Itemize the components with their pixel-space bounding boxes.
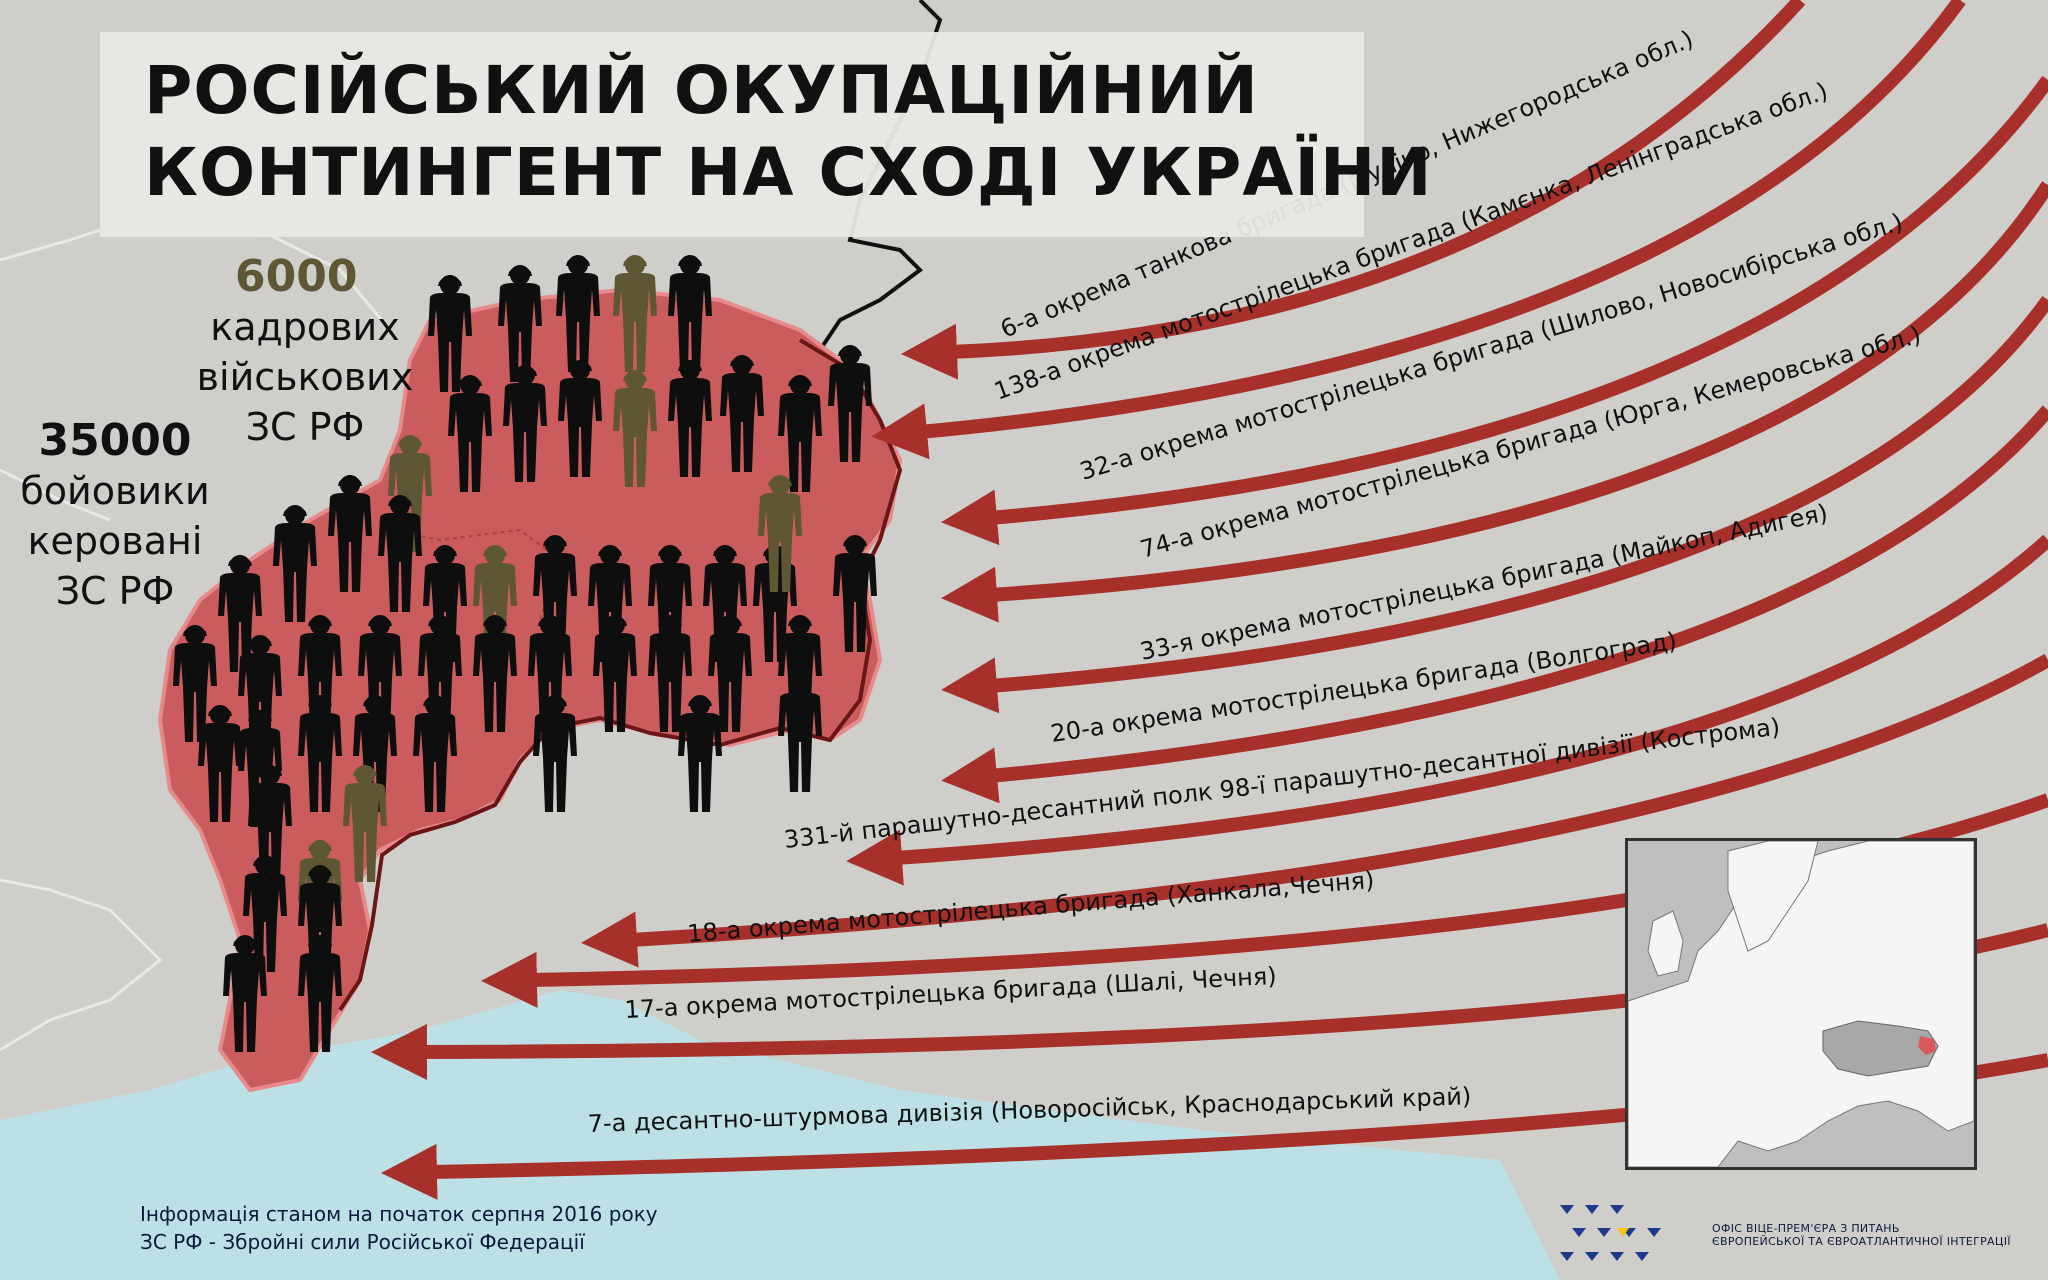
unit-arrow bbox=[941, 75, 2048, 546]
footer-line-1: Інформація станом на початок серпня 2016… bbox=[140, 1202, 658, 1226]
unit-arrow bbox=[581, 653, 2048, 968]
unit-arrow bbox=[941, 405, 2048, 804]
stat-militants-number: 35000 bbox=[38, 415, 192, 466]
title-panel: РОСІЙСЬКИЙ ОКУПАЦІЙНИЙ КОНТИНГЕНТ НА СХО… bbox=[100, 32, 1432, 237]
occupied-donbas-inset bbox=[1918, 1036, 1936, 1055]
europe-inset-svg bbox=[1627, 840, 1975, 1168]
scandinavia bbox=[1727, 840, 1819, 952]
page-title-line-2: КОНТИНГЕНТ НА СХОДІ УКРАЇНИ bbox=[144, 134, 1433, 211]
stat-regular-line1: кадрових bbox=[210, 305, 400, 349]
british-isles bbox=[1647, 910, 1684, 977]
unit-arrow bbox=[871, 0, 1966, 460]
stat-militants-line2: керовані bbox=[27, 519, 203, 563]
unit-arrow bbox=[941, 181, 2048, 623]
page-title-line-1: РОСІЙСЬКИЙ ОКУПАЦІЙНИЙ bbox=[144, 52, 1259, 129]
footer-note: Інформація станом на початок серпня 2016… bbox=[140, 1200, 658, 1256]
stat-regular-line3: ЗС РФ bbox=[245, 405, 365, 449]
stat-militants-line1: бойовики bbox=[20, 469, 210, 513]
stat-militants-line3: ЗС РФ bbox=[55, 569, 175, 613]
office-name: ОФІС ВІЦЕ-ПРЕМ'ЄРА З ПИТАНЬ ЄВРОПЕЙСЬКОЇ… bbox=[1712, 1222, 2011, 1248]
stat-regular-number: 6000 bbox=[235, 251, 358, 302]
footer-line-2: ЗС РФ - Збройні сили Російської Федераці… bbox=[140, 1230, 585, 1254]
unit-arrow bbox=[846, 534, 2048, 886]
ukraine-shape bbox=[1822, 1020, 1939, 1077]
unit-arrow bbox=[901, 0, 1806, 380]
office-line-1: ОФІС ВІЦЕ-ПРЕМ'ЄРА З ПИТАНЬ bbox=[1712, 1222, 1900, 1235]
stat-regular-troops: 6000 кадрових військових ЗС РФ bbox=[180, 252, 430, 452]
office-line-2: ЄВРОПЕЙСЬКОЇ ТА ЄВРОАТЛАНТИЧНОЇ ІНТЕГРАЦ… bbox=[1712, 1235, 2011, 1248]
unit-arrow bbox=[941, 295, 2048, 714]
unit-label: 18-а окрема мотострілецька бригада (Ханк… bbox=[686, 866, 1375, 948]
europe-inset-map bbox=[1625, 838, 1977, 1170]
office-logo bbox=[1560, 1205, 1661, 1261]
stat-regular-line2: військових bbox=[196, 355, 414, 399]
stat-militants: 35000 бойовики керовані ЗС РФ bbox=[10, 416, 220, 616]
